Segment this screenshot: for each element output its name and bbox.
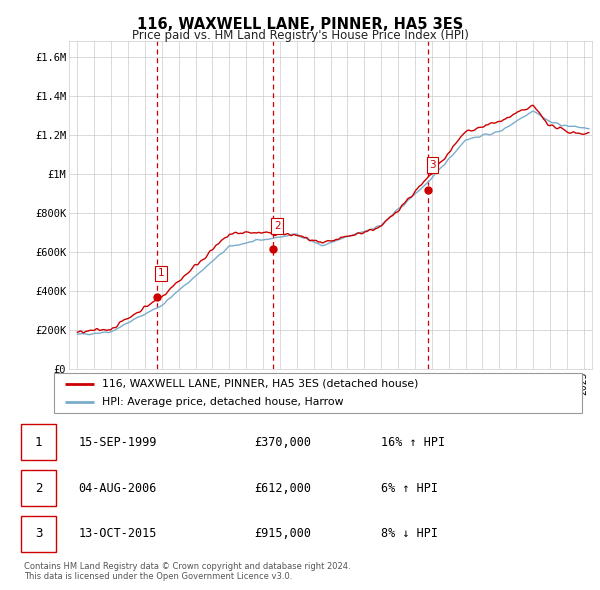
Text: 2: 2 [35, 481, 42, 495]
FancyBboxPatch shape [54, 373, 582, 413]
Text: 6% ↑ HPI: 6% ↑ HPI [380, 481, 437, 495]
Text: 1: 1 [158, 268, 164, 278]
Text: 1: 1 [35, 436, 42, 449]
Text: £915,000: £915,000 [254, 527, 311, 540]
Text: £370,000: £370,000 [254, 436, 311, 449]
Text: 3: 3 [429, 160, 436, 170]
Text: 8% ↓ HPI: 8% ↓ HPI [380, 527, 437, 540]
Text: 16% ↑ HPI: 16% ↑ HPI [380, 436, 445, 449]
Text: Price paid vs. HM Land Registry's House Price Index (HPI): Price paid vs. HM Land Registry's House … [131, 30, 469, 42]
Text: 13-OCT-2015: 13-OCT-2015 [78, 527, 157, 540]
Text: 2: 2 [274, 221, 281, 231]
Text: Contains HM Land Registry data © Crown copyright and database right 2024.
This d: Contains HM Land Registry data © Crown c… [24, 562, 350, 581]
FancyBboxPatch shape [20, 516, 56, 552]
Text: 04-AUG-2006: 04-AUG-2006 [78, 481, 157, 495]
Text: 116, WAXWELL LANE, PINNER, HA5 3ES (detached house): 116, WAXWELL LANE, PINNER, HA5 3ES (deta… [101, 379, 418, 389]
Text: 15-SEP-1999: 15-SEP-1999 [78, 436, 157, 449]
Text: HPI: Average price, detached house, Harrow: HPI: Average price, detached house, Harr… [101, 397, 343, 407]
FancyBboxPatch shape [20, 424, 56, 460]
Text: £612,000: £612,000 [254, 481, 311, 495]
Text: 3: 3 [35, 527, 42, 540]
Text: 116, WAXWELL LANE, PINNER, HA5 3ES: 116, WAXWELL LANE, PINNER, HA5 3ES [137, 17, 463, 32]
FancyBboxPatch shape [20, 470, 56, 506]
